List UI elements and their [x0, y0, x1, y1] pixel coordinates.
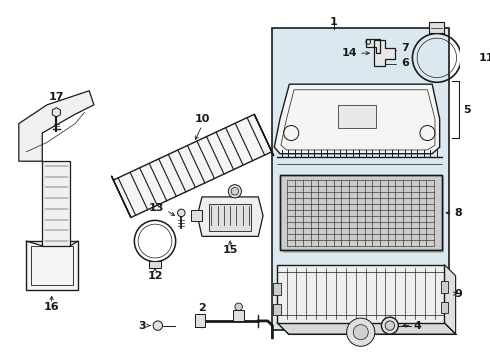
Bar	[277, 265, 444, 323]
Text: 11: 11	[479, 53, 490, 63]
Text: 15: 15	[222, 246, 238, 256]
Text: 12: 12	[147, 271, 163, 281]
Polygon shape	[19, 91, 94, 161]
Circle shape	[153, 321, 163, 330]
Text: 9: 9	[455, 289, 463, 299]
Text: 7: 7	[401, 44, 409, 54]
Circle shape	[235, 303, 243, 311]
Text: 10: 10	[195, 114, 210, 124]
Circle shape	[381, 317, 398, 334]
Circle shape	[231, 188, 239, 195]
Polygon shape	[274, 84, 440, 154]
Bar	[273, 283, 281, 294]
Text: 3: 3	[138, 321, 146, 330]
Polygon shape	[374, 40, 394, 66]
Bar	[441, 302, 448, 314]
Text: 2: 2	[198, 303, 206, 313]
Text: 13: 13	[149, 203, 165, 213]
Bar	[42, 161, 71, 246]
Text: 8: 8	[455, 208, 463, 218]
Text: 14: 14	[342, 48, 357, 58]
Bar	[441, 282, 448, 293]
Bar	[338, 105, 376, 128]
Bar	[196, 314, 205, 328]
Bar	[210, 204, 251, 231]
Text: 1: 1	[330, 17, 338, 27]
Polygon shape	[197, 197, 263, 237]
Bar	[191, 210, 202, 221]
Bar	[273, 304, 281, 315]
Text: 17: 17	[49, 92, 64, 102]
Circle shape	[346, 318, 375, 346]
Bar	[233, 310, 244, 321]
Circle shape	[385, 321, 394, 330]
Circle shape	[177, 209, 185, 217]
Circle shape	[353, 325, 368, 340]
Circle shape	[228, 185, 242, 198]
Bar	[283, 178, 444, 253]
Polygon shape	[113, 114, 272, 217]
Text: 4: 4	[414, 321, 421, 330]
Text: 6: 6	[401, 58, 409, 68]
Bar	[429, 22, 444, 33]
Polygon shape	[254, 114, 274, 156]
Polygon shape	[52, 108, 60, 117]
Bar	[272, 28, 449, 330]
Bar	[280, 175, 441, 251]
Bar	[26, 241, 78, 290]
Polygon shape	[444, 265, 456, 334]
Polygon shape	[111, 176, 131, 217]
Polygon shape	[277, 323, 456, 334]
Bar	[31, 246, 74, 285]
Text: 16: 16	[44, 302, 59, 312]
Bar	[280, 175, 441, 251]
Text: 5: 5	[463, 104, 471, 114]
Bar	[149, 261, 161, 268]
